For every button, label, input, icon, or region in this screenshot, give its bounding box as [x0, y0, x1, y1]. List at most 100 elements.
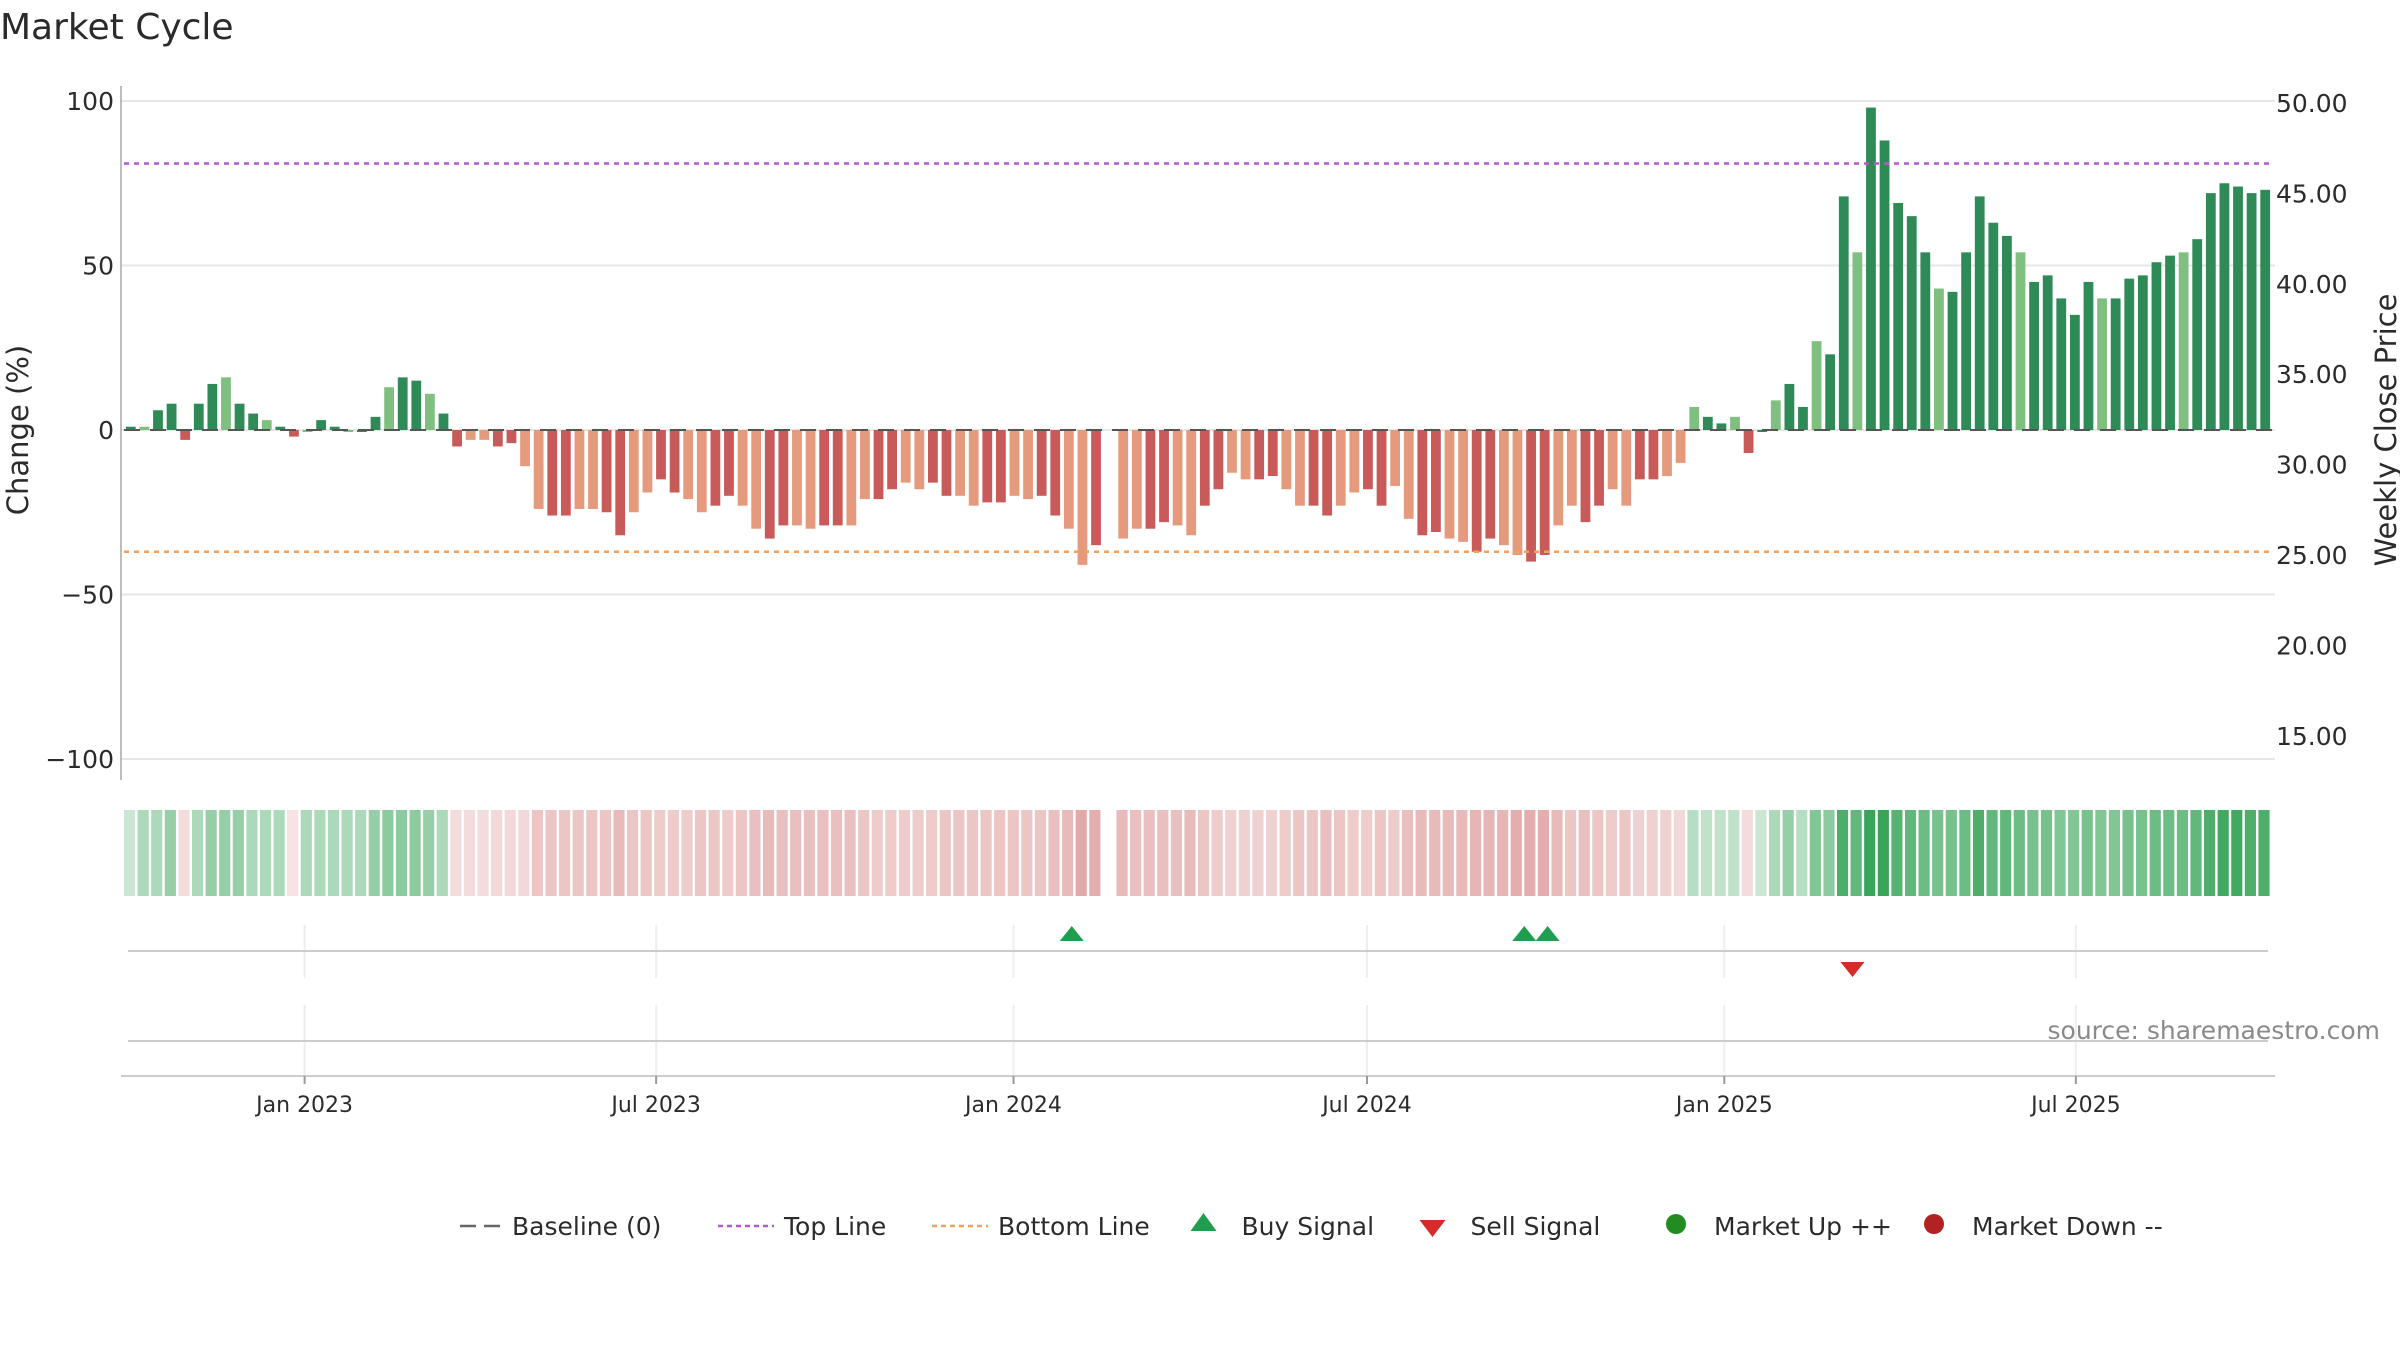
bar — [900, 430, 911, 483]
legend-item-sell: Sell Signal — [1419, 1212, 1600, 1241]
strip-cell — [776, 810, 788, 896]
strip-cell — [259, 810, 272, 896]
bar — [1363, 430, 1373, 490]
bar — [995, 430, 1006, 503]
bar — [1879, 140, 1890, 431]
bar — [1988, 222, 1999, 430]
strip-cell — [1048, 810, 1060, 896]
legend-label: Buy Signal — [1242, 1212, 1375, 1241]
bar — [724, 430, 734, 496]
bar — [275, 426, 286, 430]
bar — [1390, 430, 1401, 486]
strip-cell — [1796, 810, 1808, 896]
buy-signal-marker — [1512, 926, 1537, 941]
bar — [1213, 430, 1224, 490]
strip-cell — [477, 810, 489, 896]
bar — [2042, 275, 2053, 430]
legend-label: Market Down -- — [1972, 1212, 2163, 1241]
strip-cell — [830, 810, 843, 896]
strip-cell — [504, 810, 516, 896]
legend-label: Baseline (0) — [512, 1212, 661, 1241]
strip-cell — [1320, 810, 1332, 896]
strip-cell — [1429, 810, 1441, 896]
bar — [438, 413, 449, 430]
strip-cell — [735, 810, 747, 896]
y2-tick-label: 25.00 — [2276, 541, 2348, 570]
bar — [1702, 416, 1713, 430]
bar — [2029, 281, 2039, 430]
strip-cell — [1238, 810, 1250, 896]
bar — [1431, 430, 1441, 532]
strip-cell — [953, 810, 965, 896]
bar — [628, 430, 639, 513]
bar — [1118, 430, 1129, 539]
strip-cell — [1374, 810, 1386, 896]
bar — [764, 430, 775, 539]
strip-cell — [1701, 810, 1713, 896]
legend-label: Bottom Line — [998, 1212, 1150, 1241]
strip-cell — [2068, 810, 2080, 896]
strip-cell — [2095, 810, 2107, 896]
bar — [2069, 314, 2080, 430]
y2-tick-label: 35.00 — [2276, 360, 2348, 389]
strip-cell — [844, 810, 856, 896]
bar — [506, 430, 517, 444]
y2-tick-label: 30.00 — [2276, 451, 2348, 480]
bar — [452, 430, 462, 447]
signal-markers — [1059, 926, 1865, 977]
bar — [1281, 430, 1292, 490]
bar — [1770, 400, 1781, 430]
bar — [1906, 216, 1917, 430]
bar — [207, 383, 218, 430]
bar — [928, 430, 938, 483]
legend-item-buy: Buy Signal — [1190, 1212, 1375, 1241]
bar — [1947, 291, 1958, 430]
bar — [1050, 430, 1061, 516]
strip-cell — [1306, 810, 1318, 896]
strip-cell — [2040, 810, 2053, 896]
bar — [2165, 255, 2175, 430]
strip-cell — [341, 810, 353, 896]
strip-cell — [2231, 810, 2243, 896]
strip-cell — [1959, 810, 1971, 896]
strip-cell — [2108, 810, 2121, 896]
strip-cell — [219, 810, 231, 896]
bar — [1254, 430, 1265, 480]
strip-cell — [1755, 810, 1767, 896]
bar — [968, 430, 979, 506]
bar — [248, 413, 259, 430]
x-tick-label: Jul 2023 — [609, 1093, 701, 1118]
legend-label: Top Line — [783, 1212, 886, 1241]
strip-cell — [1157, 810, 1169, 896]
y2-tick-label: 50.00 — [2276, 89, 2348, 118]
strip-cell — [151, 810, 163, 896]
bar — [1811, 341, 1822, 430]
strip-cell — [912, 810, 924, 896]
bar — [1091, 430, 1101, 546]
bar — [520, 430, 530, 467]
bar — [2110, 298, 2121, 430]
strip-cell — [2163, 810, 2175, 896]
strip-cell — [1089, 810, 1101, 896]
strip-cell — [1673, 810, 1685, 896]
strip-cell — [1456, 810, 1468, 896]
strip-cell — [1130, 810, 1142, 896]
bar — [1648, 430, 1659, 480]
strip-cell — [762, 810, 775, 896]
source-note: source: sharemaestro.com — [2048, 1016, 2381, 1045]
bar — [601, 430, 612, 513]
strip-cell — [1170, 810, 1182, 896]
strip-cell — [2176, 810, 2188, 896]
strip-cell — [1687, 810, 1699, 896]
bars — [125, 107, 2271, 565]
y-tick-label: 50 — [82, 252, 114, 281]
strip-cell — [2217, 810, 2229, 896]
strip-cell — [1116, 810, 1128, 896]
strip-cell — [1768, 810, 1781, 896]
bar — [737, 430, 748, 506]
strip-cell — [1252, 810, 1264, 896]
strip-cell — [2258, 810, 2270, 896]
bar — [2233, 186, 2243, 430]
bar — [316, 420, 327, 430]
